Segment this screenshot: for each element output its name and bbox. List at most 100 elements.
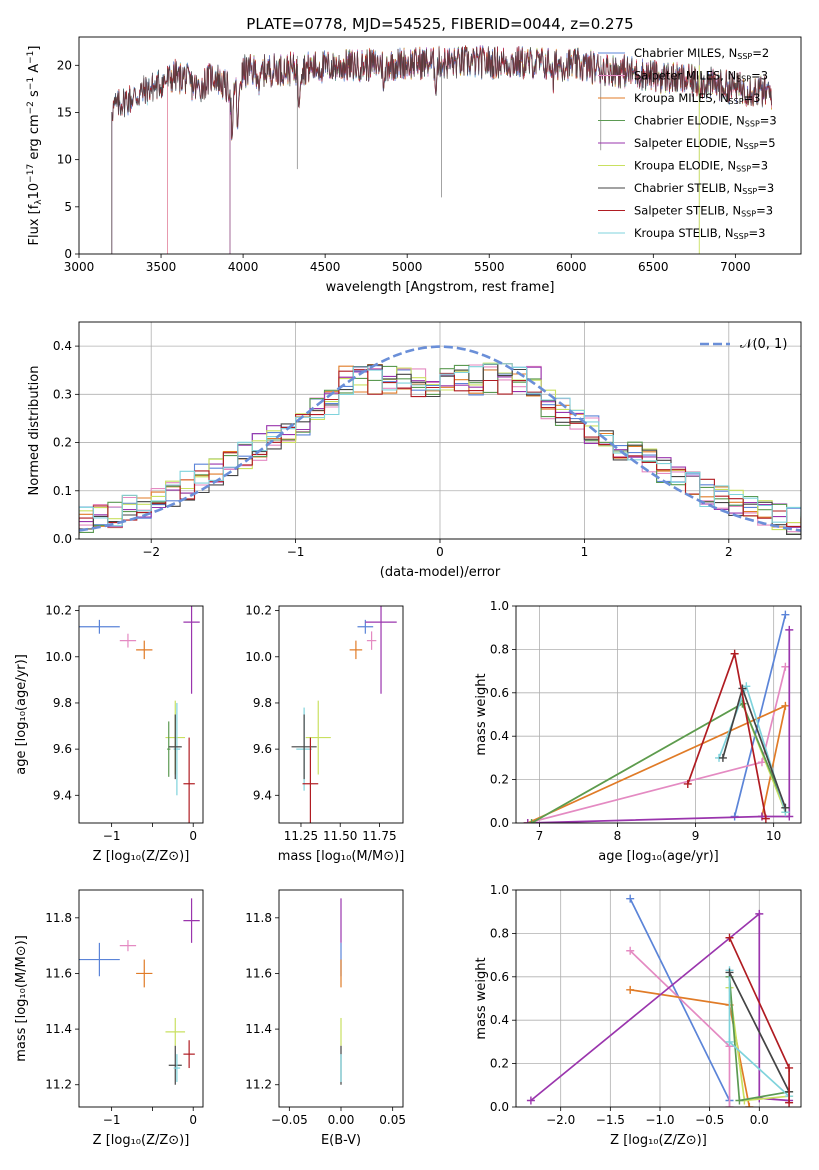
weight-line [530,912,790,1102]
x-tick-label: 0.05 [379,1113,406,1127]
weight-line [629,950,731,1107]
x-tick-label: 3000 [64,260,95,274]
x-axis-label: age [log₁₀(age/yr)] [598,849,719,864]
x-tick-label: 4000 [228,260,259,274]
weight-marker [718,753,727,762]
x-tick-label: 10 [766,829,781,843]
x-tick-label: 7000 [720,260,751,274]
errorbar-point [305,700,331,775]
x-tick-label: 6500 [638,260,669,274]
plot-area-spectrum [111,45,772,254]
panel-age-vs-Z: −1 0 9.4 9.6 9.8 10.0 10.2 Z [log₁₀(Z/Z⊙)] age [… [14,604,204,864]
errorbar-point [183,606,200,694]
plot-area-weight-vs-age [523,610,794,823]
y-axis-label: mass weight [474,673,489,755]
y-tick-label: 0.8 [490,926,509,940]
y-tick-label: 11.4 [45,1022,72,1036]
y-tick-label: 0.4 [53,339,72,353]
x-tick-label: 3500 [146,260,177,274]
errorbar-point [302,737,319,823]
weight-series [626,985,754,1107]
x-tick-label: 11.25 [284,829,318,843]
legend-entry: Kroupa ELODIE, NSSP=3 [634,159,768,174]
y-tick-label: 20 [57,58,72,72]
weight-series [683,649,770,823]
weight-marker [781,610,790,619]
errorbar-point [168,1045,182,1085]
weight-marker [755,909,764,918]
weight-marker [781,701,790,710]
weight-marker [735,1096,744,1105]
errorbar-point [119,940,137,952]
errorbar-point [349,640,363,660]
x-axis-label: wavelength [Angstrom, rest frame] [326,280,555,295]
y-tick-label: 11.2 [245,1078,272,1092]
errorbar-point [79,942,120,977]
x-axis-label: mass [log₁₀(M/M⊙)] [278,849,405,864]
weight-series [523,625,794,823]
axes-frame [515,889,802,1108]
x-tick-label: 0 [189,1113,197,1127]
weight-marker [745,1103,754,1107]
x-axis-label: Z [log₁₀(Z/Z⊙)] [93,1133,190,1148]
y-tick-label: 10.2 [245,604,272,618]
y-tick-label: 0.8 [490,642,509,656]
x-tick-label: 11.75 [362,829,396,843]
y-tick-label: 9.8 [253,696,272,710]
x-tick-label: 11.50 [323,829,357,843]
weight-series [523,662,790,823]
y-tick-label: 10.2 [45,604,72,618]
y-tick-label: 11.6 [245,966,272,980]
y-tick-label: 1.0 [490,883,509,897]
errorbar-point [136,959,153,988]
y-tick-label: 0.6 [490,686,509,700]
panel-weight-vs-age: 7 8 9 10 0.0 0.2 0.4 0.6 0.8 1.0 age [log₁₀(age/yr… [474,599,802,864]
x-tick-label: 0 [189,829,197,843]
legend-entry: Kroupa STELIB, NSSP=3 [634,226,765,241]
weight-marker [725,968,734,977]
y-axis-label: Normed distribution [27,366,42,496]
weight-marker [785,625,794,634]
x-tick-label: −1 [287,545,305,559]
axes-frame [78,605,204,824]
x-tick-label: −0.5 [695,1113,724,1127]
weight-marker [626,985,635,994]
weight-marker [785,1098,794,1107]
x-tick-label: 0.00 [328,1113,355,1127]
x-tick-label: 0.0 [750,1113,769,1127]
x-tick-label: 1 [581,545,589,559]
panels-layer: 3000 3500 4000 4500 5000 5500 6000 6500 70000510… [14,36,802,1148]
errorbar-point [366,631,377,650]
panel-age-vs-mass: 11.25 11.50 11.75 9.4 9.6 9.8 10.0 10.2 mass [lo… [245,604,405,864]
histogram-kroupa-stelib [79,363,801,527]
x-tick-label: −1 [103,1113,121,1127]
x-tick-label: 8 [614,829,622,843]
axes-frame [515,605,802,824]
errorbar-point [165,1017,186,1046]
panel-mass-vs-ebv: −0.05 0.00 0.05 11.2 11.4 11.6 11.8 E(B-V) [245,889,406,1148]
weight-marker [526,1096,535,1105]
x-tick-label: −0.05 [271,1113,308,1127]
legend-entry: Chabrier MILES, NSSP=2 [634,46,769,61]
weight-series [626,946,734,1107]
errorbar-point [183,1040,195,1069]
errorbar-point [183,898,200,943]
weight-marker [785,812,794,821]
x-tick-label: 5500 [474,260,505,274]
weight-marker [523,819,532,823]
weight-marker [781,803,790,812]
axes-frame [278,605,404,824]
weight-line [527,629,791,823]
x-tick-label: −1.0 [645,1113,674,1127]
weight-series [718,684,790,812]
weight-line [527,704,787,823]
y-axis-label: age [log₁₀(age/yr)] [14,654,29,775]
x-tick-label: 6000 [556,260,587,274]
y-axis-label: mass [log₁₀(M/M⊙)] [14,935,29,1062]
panel-mass-vs-Z: −1 0 11.2 11.4 11.6 11.8 Z [log₁₀(Z/Z⊙)] mass [… [14,889,204,1148]
y-tick-label: 9.6 [253,742,272,756]
weight-line [733,614,787,817]
x-axis-label: (data-model)/error [380,565,501,580]
y-tick-label: 11.6 [45,966,72,980]
plot-area-age-vs-Z [79,606,200,823]
